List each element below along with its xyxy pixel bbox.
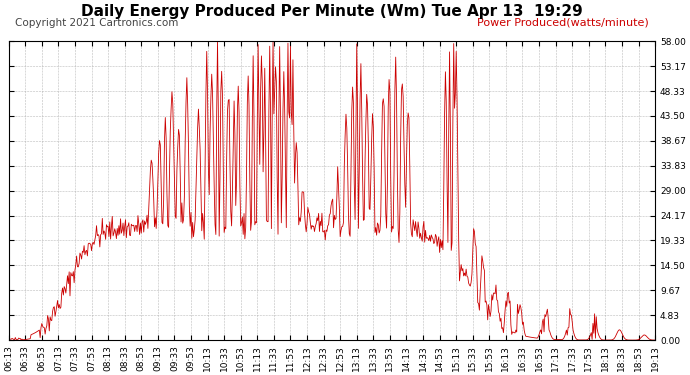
Title: Daily Energy Produced Per Minute (Wm) Tue Apr 13  19:29: Daily Energy Produced Per Minute (Wm) Tu…: [81, 4, 583, 19]
Text: Copyright 2021 Cartronics.com: Copyright 2021 Cartronics.com: [15, 18, 179, 28]
Text: Power Produced(watts/minute): Power Produced(watts/minute): [477, 18, 649, 28]
